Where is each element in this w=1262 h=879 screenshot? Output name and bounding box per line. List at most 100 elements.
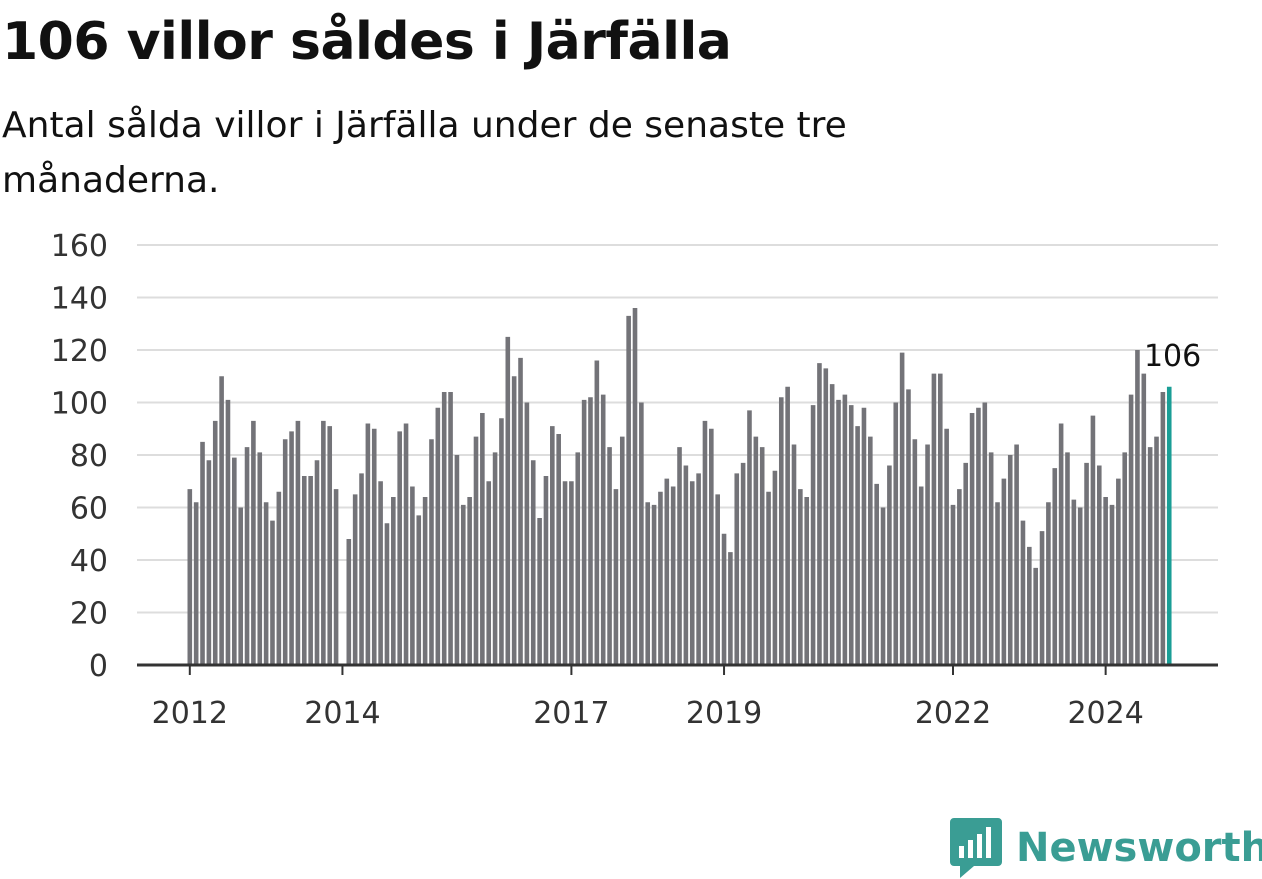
bar [918,486,924,665]
bar [346,539,352,665]
bar [238,507,243,665]
bar [804,497,810,665]
bar [607,447,612,665]
bar [371,428,377,665]
bar [734,473,740,665]
bar [505,336,511,665]
bar [416,515,422,665]
bar [1020,520,1026,665]
bar [868,436,873,665]
bar [1103,497,1108,665]
brand-name: Newsworthy [1016,825,1262,871]
bar [721,533,727,665]
bar [454,455,460,665]
bar [976,407,981,665]
y-tick-label: 100 [51,387,108,422]
x-tick-label: 2014 [304,696,380,731]
bar [257,452,263,665]
bars [187,308,1172,665]
bar [1147,447,1153,665]
chart-title: 106 villor såldes i Järfälla [2,12,732,72]
bar [944,428,949,665]
bar [683,465,689,665]
bar [1141,373,1147,665]
x-tick-label: 2017 [533,696,609,731]
bar [798,489,803,665]
bar [473,436,479,665]
bar [511,376,517,665]
bar [931,373,937,665]
bar [429,439,434,665]
bar [244,447,250,665]
bar [887,465,892,665]
bar [1058,423,1064,665]
bar [1065,452,1070,665]
bar [766,491,771,665]
bar [651,504,657,665]
bar [1116,478,1121,665]
bar [848,405,854,665]
bar [550,426,555,665]
bar [880,507,886,665]
y-tick-label: 0 [89,649,108,684]
bar [562,481,568,665]
bar [212,420,218,665]
bar [1090,415,1096,665]
bar [295,420,301,665]
bar [925,444,930,665]
bar-latest [1166,386,1172,665]
bar [1007,455,1013,665]
bar [772,470,778,665]
bar [1109,504,1115,665]
bar [435,407,441,665]
bar [308,476,313,665]
y-tick-label: 40 [70,544,108,579]
bar [950,504,956,665]
bar [569,481,574,665]
bar [639,402,644,665]
bar [988,452,994,665]
bar [969,413,975,665]
bar [282,439,288,665]
bar [410,486,415,665]
bar [632,308,638,665]
bar [1071,499,1077,665]
bar [1033,567,1038,665]
bar [397,431,402,665]
x-tick-label: 2012 [152,696,228,731]
bar [225,399,231,665]
bar [1014,444,1019,665]
bar [537,518,542,665]
bar [232,457,237,665]
bar [530,460,536,665]
bar [187,489,193,665]
bar [327,426,333,665]
bar [893,402,899,665]
bar [556,434,561,665]
y-tick-label: 80 [70,439,108,474]
bar [384,523,390,665]
bar [251,420,256,665]
bar [658,491,663,665]
bar [1084,462,1089,665]
bar [524,402,530,665]
y-tick-label: 160 [51,229,108,264]
bar [206,460,212,665]
bar [359,473,364,665]
bar [855,426,860,665]
bar [193,502,199,665]
bar [460,504,466,665]
y-tick-label: 20 [70,597,108,632]
bar [645,502,651,665]
bar [314,460,320,665]
bar [422,497,428,665]
bar [200,441,205,665]
bar [518,357,523,665]
bar [301,476,307,665]
bar [1001,478,1007,665]
bar [829,384,835,665]
bar [378,481,383,665]
bar [1052,468,1058,665]
bar [492,452,498,665]
bar [906,389,911,665]
